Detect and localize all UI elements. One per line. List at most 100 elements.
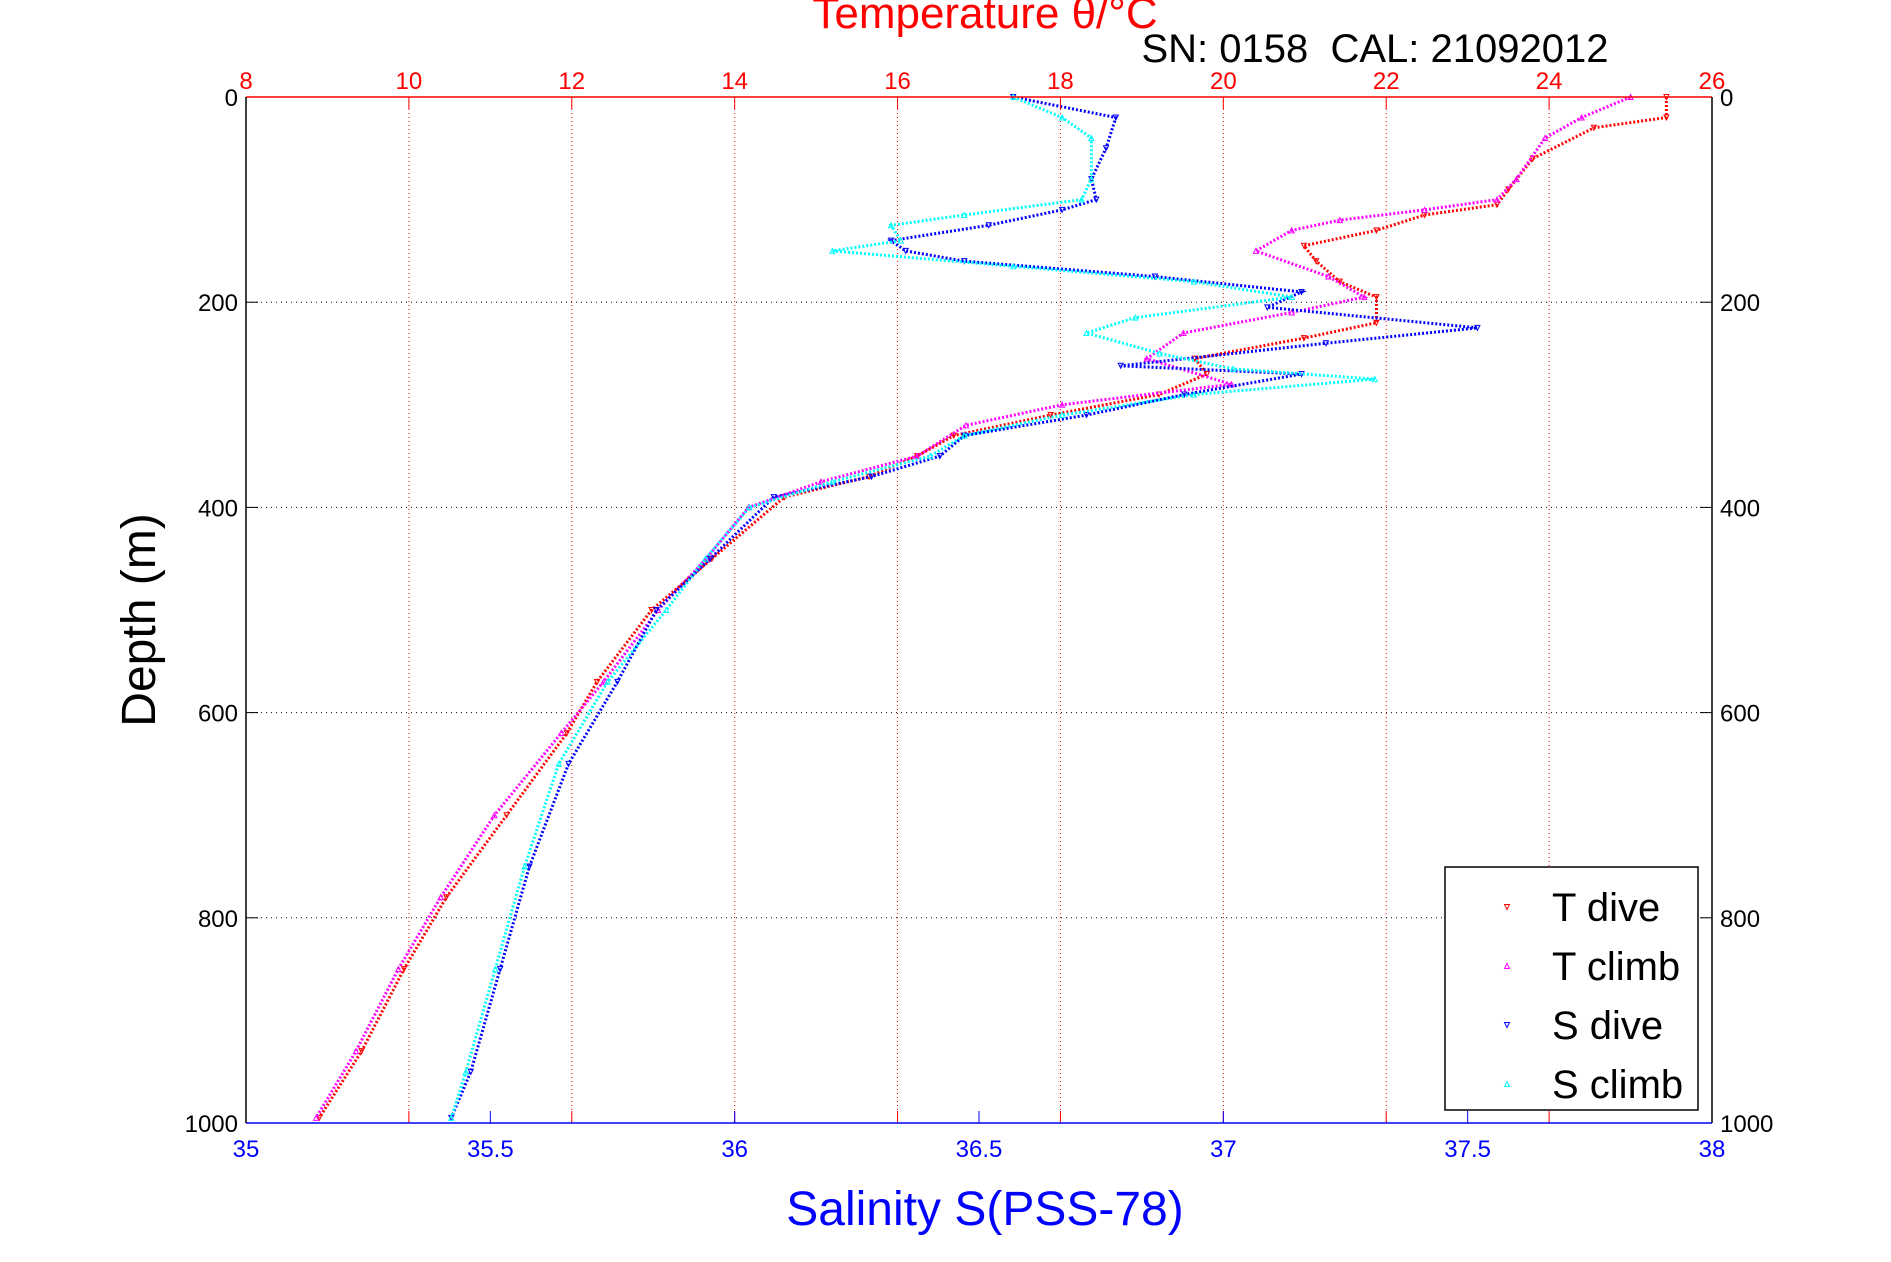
data-point — [648, 607, 655, 614]
data-point — [352, 1047, 360, 1055]
data-point — [1360, 293, 1368, 301]
data-point — [985, 222, 993, 229]
right-tick-label: 800 — [1720, 906, 1760, 933]
data-point — [1541, 134, 1549, 142]
bottom-tick-label: 37 — [1210, 1136, 1237, 1163]
data-point — [817, 478, 825, 485]
left-tick-label: 600 — [198, 701, 238, 728]
data-point — [1180, 329, 1187, 336]
data-point — [961, 431, 968, 439]
legend-marker — [1503, 962, 1511, 969]
left-tick-label: 400 — [198, 495, 238, 522]
data-point — [897, 237, 905, 244]
top-tick-label: 20 — [1210, 68, 1237, 95]
legend-marker — [1503, 904, 1511, 911]
data-point — [1102, 145, 1110, 152]
data-point — [358, 1048, 365, 1055]
data-point — [1312, 258, 1320, 265]
data-point — [926, 452, 934, 460]
right-tick-label: 600 — [1720, 701, 1760, 728]
data-point — [1373, 319, 1380, 327]
data-point — [1151, 273, 1159, 281]
data-point — [447, 1114, 455, 1121]
left-tick-label: 1000 — [185, 1111, 238, 1138]
bottom-tick-label: 35.5 — [467, 1136, 514, 1163]
data-point — [1083, 412, 1090, 419]
left-tick-label: 0 — [225, 85, 238, 112]
data-point — [400, 966, 408, 973]
data-point — [467, 1068, 475, 1076]
bottom-tick-label: 36 — [721, 1136, 748, 1163]
data-point — [1578, 113, 1585, 121]
data-point — [1298, 288, 1305, 296]
data-point — [1143, 355, 1151, 362]
bottom-tick-label: 37.5 — [1444, 1136, 1491, 1163]
data-point — [1092, 196, 1100, 204]
data-point — [702, 555, 709, 562]
data-point — [1058, 206, 1066, 214]
data-point — [1078, 195, 1085, 203]
series-layer — [312, 93, 1670, 1122]
data-point — [706, 555, 714, 563]
data-point — [1590, 124, 1598, 132]
data-point — [961, 211, 968, 218]
data-point — [1336, 278, 1344, 286]
data-point — [868, 473, 875, 481]
data-point — [1288, 293, 1296, 301]
data-point — [1083, 329, 1090, 336]
data-point — [443, 894, 450, 901]
data-point — [746, 503, 753, 511]
x-axis-label: Salinity S(PSS-78) — [786, 1183, 1183, 1236]
data-point — [600, 678, 607, 685]
data-point — [604, 678, 611, 685]
data-point — [1203, 371, 1211, 378]
data-point — [593, 678, 601, 686]
legend: T dive T climb S dive S climb — [1444, 866, 1699, 1111]
data-point — [1009, 262, 1017, 270]
data-point — [1264, 304, 1271, 311]
right-tick-label: 200 — [1720, 290, 1760, 317]
data-point — [521, 862, 528, 870]
data-point — [1325, 272, 1332, 280]
data-point — [1190, 390, 1198, 398]
top-tick-label: 8 — [239, 68, 252, 95]
left-tick-label: 200 — [198, 290, 238, 317]
data-point — [394, 965, 402, 973]
series-line — [318, 97, 1668, 1119]
data-point — [1493, 195, 1501, 203]
top-tick-label: 26 — [1699, 68, 1726, 95]
data-point — [491, 965, 499, 973]
data-point — [315, 1114, 323, 1122]
legend-label: S dive — [1552, 1004, 1663, 1048]
series-s-climb — [447, 93, 1379, 1121]
data-point — [555, 760, 563, 767]
data-point — [1058, 401, 1066, 408]
data-point — [1180, 391, 1188, 399]
data-point — [1288, 226, 1296, 234]
data-point — [654, 606, 662, 613]
data-point — [902, 247, 910, 255]
legend-label: T climb — [1552, 945, 1680, 989]
legend-label: S climb — [1552, 1063, 1683, 1107]
legend-box — [1444, 866, 1699, 1111]
top-tick-label: 16 — [884, 68, 911, 95]
legend-marker — [1503, 1080, 1511, 1087]
series-line — [314, 95, 1632, 1119]
right-tick-label: 1000 — [1720, 1111, 1773, 1138]
series-line — [449, 95, 1478, 1119]
data-point — [1300, 242, 1308, 250]
y-axis-label: Depth (m) — [113, 513, 166, 726]
top-tick-label: 14 — [721, 68, 748, 95]
data-point — [1229, 365, 1237, 372]
data-point — [1373, 227, 1380, 234]
data-point — [312, 1114, 320, 1121]
top-tick-label: 22 — [1373, 68, 1400, 95]
data-point — [1047, 412, 1054, 419]
data-point — [503, 812, 510, 819]
top-tick-label: 18 — [1047, 68, 1074, 95]
bottom-tick-label: 38 — [1699, 1136, 1726, 1163]
data-point — [829, 478, 836, 485]
data-point — [1336, 216, 1344, 224]
data-point — [1663, 114, 1670, 122]
